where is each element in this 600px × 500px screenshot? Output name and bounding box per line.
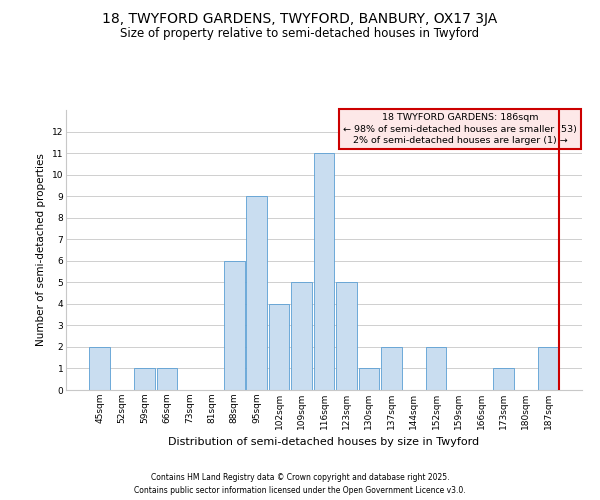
Bar bbox=[381, 347, 401, 390]
Bar bbox=[493, 368, 514, 390]
Text: Size of property relative to semi-detached houses in Twyford: Size of property relative to semi-detach… bbox=[121, 28, 479, 40]
Bar bbox=[157, 368, 178, 390]
Bar bbox=[269, 304, 289, 390]
Bar bbox=[538, 347, 559, 390]
Bar bbox=[247, 196, 267, 390]
Bar bbox=[224, 261, 245, 390]
Bar bbox=[89, 347, 110, 390]
Bar bbox=[291, 282, 312, 390]
Bar bbox=[426, 347, 446, 390]
Y-axis label: Number of semi-detached properties: Number of semi-detached properties bbox=[36, 154, 46, 346]
Bar bbox=[134, 368, 155, 390]
Bar bbox=[359, 368, 379, 390]
Bar bbox=[314, 153, 334, 390]
Text: 18, TWYFORD GARDENS, TWYFORD, BANBURY, OX17 3JA: 18, TWYFORD GARDENS, TWYFORD, BANBURY, O… bbox=[103, 12, 497, 26]
Bar bbox=[336, 282, 357, 390]
X-axis label: Distribution of semi-detached houses by size in Twyford: Distribution of semi-detached houses by … bbox=[169, 438, 479, 448]
Text: 18 TWYFORD GARDENS: 186sqm
← 98% of semi-detached houses are smaller (53)
2% of : 18 TWYFORD GARDENS: 186sqm ← 98% of semi… bbox=[343, 113, 577, 146]
Text: Contains HM Land Registry data © Crown copyright and database right 2025.: Contains HM Land Registry data © Crown c… bbox=[151, 472, 449, 482]
Text: Contains public sector information licensed under the Open Government Licence v3: Contains public sector information licen… bbox=[134, 486, 466, 495]
